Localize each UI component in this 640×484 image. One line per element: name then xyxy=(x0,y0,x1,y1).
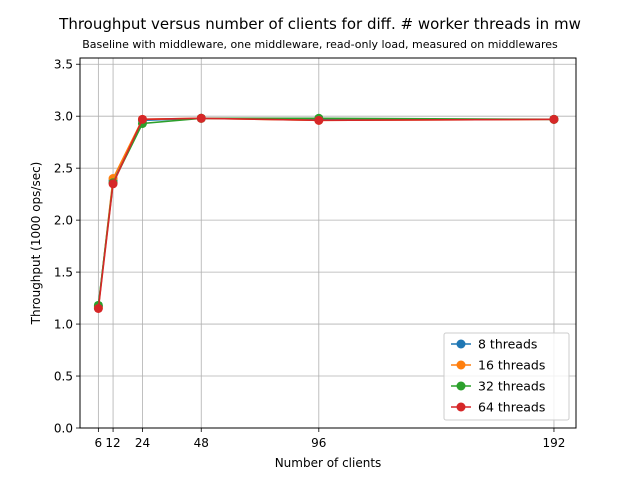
data-point xyxy=(196,113,206,123)
x-tick-label: 6 xyxy=(95,436,103,450)
y-tick-label: 1.5 xyxy=(54,266,73,280)
legend-swatch-marker xyxy=(456,381,466,391)
axis-ticks: 6 12 24 48 96 192 0.0 0.5 1.0 1.5 2.0 2.5 3.0 3.5 xyxy=(54,58,566,450)
series-line-16-threads xyxy=(97,117,554,308)
x-tick-label: 48 xyxy=(194,436,209,450)
data-point xyxy=(108,179,118,189)
legend-label: 64 threads xyxy=(478,400,545,415)
data-point xyxy=(93,303,103,313)
data-point xyxy=(549,114,559,124)
x-tick-label: 24 xyxy=(135,436,150,450)
data-point xyxy=(314,115,324,125)
x-axis-label: Number of clients xyxy=(275,456,382,470)
legend-label: 16 threads xyxy=(478,358,545,373)
series-line-32-threads xyxy=(97,117,554,306)
x-tick-label: 12 xyxy=(105,436,120,450)
legend-swatch-marker xyxy=(456,360,466,370)
y-tick-label: 2.0 xyxy=(54,214,73,228)
y-axis-label: Throughput (1000 ops/sec) xyxy=(29,162,43,326)
y-tick-label: 3.0 xyxy=(54,110,73,124)
legend-label: 8 threads xyxy=(478,337,537,352)
x-tick-label: 96 xyxy=(311,436,326,450)
plot-frame xyxy=(79,57,577,429)
x-tick-label: 192 xyxy=(543,436,566,450)
series-line-8-threads xyxy=(97,117,554,307)
legend: 8 threads 16 threads 32 threads 64 threads xyxy=(443,332,570,421)
y-tick-label: 0.0 xyxy=(54,422,73,436)
legend-swatch-marker xyxy=(456,402,466,412)
y-tick-label: 0.5 xyxy=(54,370,73,384)
y-tick-label: 2.5 xyxy=(54,162,73,176)
legend-box xyxy=(443,332,570,421)
series-line-64-threads xyxy=(97,117,554,309)
chart-subtitle: Baseline with middleware, one middleware… xyxy=(82,38,558,51)
chart-title: Throughput versus number of clients for … xyxy=(58,15,581,33)
legend-label: 32 threads xyxy=(478,379,545,394)
legend-swatch-marker xyxy=(456,339,466,349)
series-layer xyxy=(93,113,559,313)
y-tick-label: 1.0 xyxy=(54,318,73,332)
data-point xyxy=(137,114,147,124)
y-tick-label: 3.5 xyxy=(54,58,73,72)
